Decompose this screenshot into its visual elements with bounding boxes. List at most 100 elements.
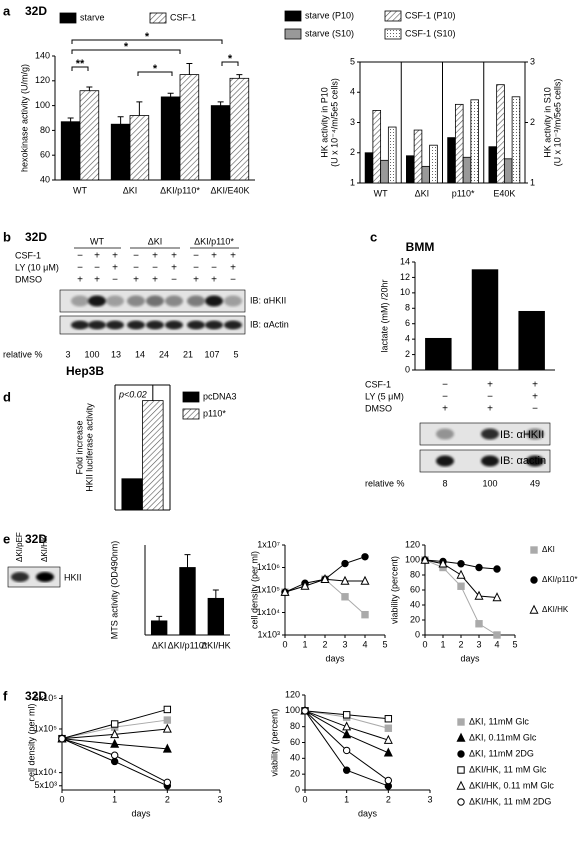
y-tick-label: 20 [410,614,420,624]
legend-marker [530,546,538,554]
x-tick-label: 5 [512,639,517,649]
y-axis-label: viability (percent) [389,556,399,624]
bar [406,155,415,184]
legend-marker [457,750,465,758]
bar [503,158,513,184]
sign: + [487,380,493,391]
y-tick-label: 0 [405,364,410,374]
row-label: LY (10 μM) [15,262,59,272]
significance: * [124,41,129,53]
y2-axis-label: HK activity in S10 [542,87,552,158]
bar [210,105,231,181]
point [342,721,352,731]
y-tick-label: 20 [290,769,300,779]
x-tick-label: 2 [322,639,327,649]
y-tick-label: 100 [405,554,420,564]
point [110,729,120,739]
legend-label: ΔKI/p110* [542,575,577,584]
point [163,778,172,787]
y-axis-label: hexokinase activity (U/m/g) [19,64,29,172]
relative-value: 13 [111,349,121,359]
legend-label: CSF-1 [170,12,196,22]
bracket [221,61,239,66]
blot-label: IB: αHKII [500,429,544,441]
sign: + [487,404,493,415]
sign: − [442,380,448,391]
sign: − [230,275,236,286]
blot-band [205,295,223,307]
x-tick-label: 2 [165,794,170,804]
y-axis-label: viability (percent) [269,708,279,776]
y-tick-label: 3 [530,56,535,66]
sign: + [171,263,177,274]
x-tick-label: 1 [112,794,117,804]
y-tick-label: 40 [410,599,420,609]
blot-label: IB: αHKII [250,295,286,305]
y-tick-label: 80 [410,569,420,579]
point [456,569,466,579]
blot-band [127,295,145,307]
point [384,715,393,723]
bar [454,103,464,184]
y-tick-label: 100 [35,100,50,110]
bar [229,77,250,181]
x-tick-label: 5 [382,639,387,649]
relative-label: relative % [365,478,405,488]
relative-value: 100 [84,349,99,359]
lane-label: ΔKI/pEF [15,532,24,562]
sign: + [94,275,100,286]
bar [79,90,100,181]
legend-label: p110* [203,408,226,418]
y-tick-label: 4 [405,334,410,344]
blot-band [11,572,29,582]
panel-heading: 32D [25,532,47,546]
bar [471,269,499,371]
x-tick-label: 3 [476,639,481,649]
point [110,720,119,728]
error-bar [184,554,191,568]
row-label: CSF-1 [365,379,391,389]
point [341,559,349,568]
sign: + [230,251,236,262]
blot-band [526,455,544,467]
sign: − [94,263,100,274]
sign: − [77,263,83,274]
y-tick-label: 2 [530,117,535,127]
blot-label: IB: αActin [250,319,289,329]
y-axis-label: (U x 10⁻⁴/m/5e5 cells) [329,78,339,167]
point [163,705,172,714]
significance: * [228,53,233,65]
error-bar [236,74,243,79]
y-axis-label: cell density (per ml) [26,703,36,781]
y-tick-label: 14 [400,256,410,266]
bar [462,156,472,184]
x-tick-label: 1 [440,639,445,649]
panel-letter: f [3,688,8,703]
y-axis-label: MTS activity (OD490nm) [109,541,119,640]
relative-value: 49 [530,478,540,488]
y-tick-label: 80 [40,125,50,135]
point [493,631,501,639]
legend-swatch [182,408,200,420]
point [361,610,369,619]
point [360,575,370,585]
point [58,734,66,743]
legend-swatch [182,391,200,403]
legend-label: starve (P10) [305,10,354,20]
x-tick-label: WT [73,185,87,195]
blot-band [146,320,164,330]
chart-title: Hep3B [66,364,104,378]
blot-band [88,320,106,330]
blot-band [165,320,183,330]
blot-band [481,428,499,440]
y-axis-label: lactate (mM) /20hr [379,279,389,352]
significance: * [153,63,158,75]
bar [511,96,521,184]
blot-band [146,295,164,307]
legend-marker [457,766,465,774]
panel-letter: c [370,229,377,244]
y-tick-label: 0 [415,629,420,639]
legend-label: ΔKI/HK [542,605,569,614]
relative-value: 100 [482,478,497,488]
